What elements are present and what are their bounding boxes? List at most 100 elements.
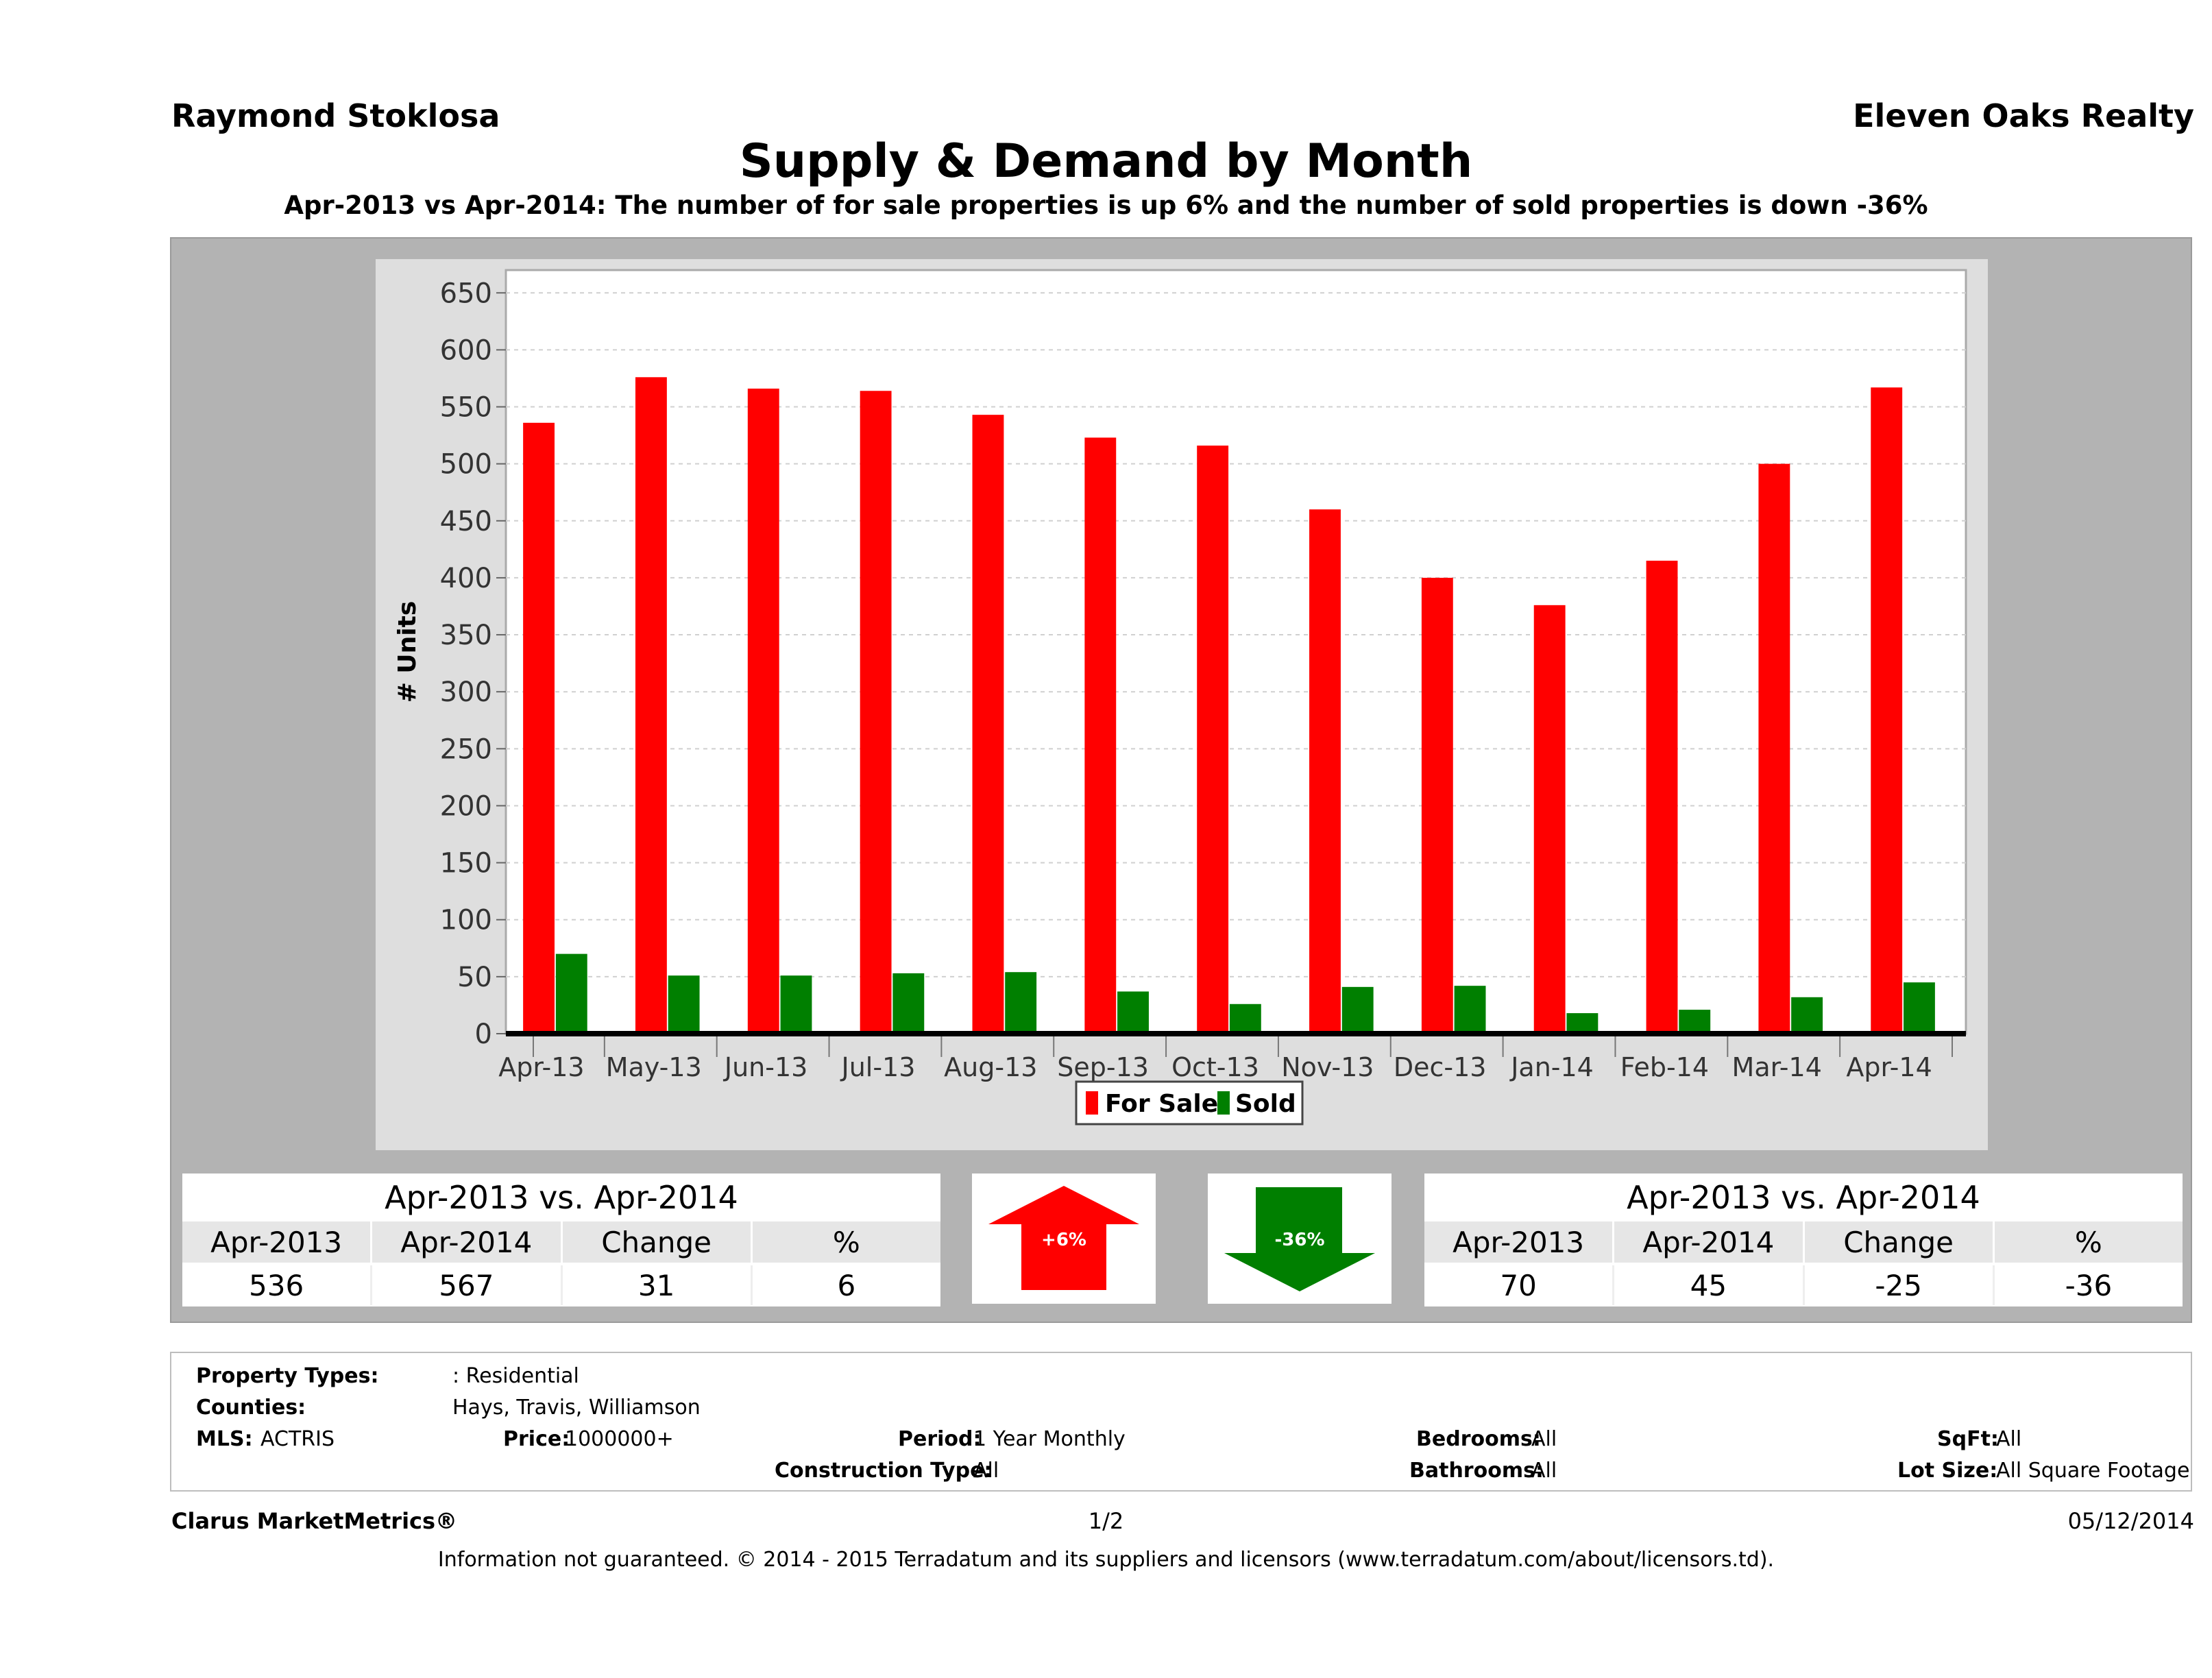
- bar-sold: [1341, 986, 1374, 1034]
- bar-for-sale: [1646, 560, 1678, 1034]
- bathrooms-value: All: [1531, 1459, 1557, 1483]
- sold-change-badge: -36%: [1208, 1174, 1391, 1304]
- bar-sold: [668, 975, 700, 1034]
- bar-sold: [1679, 1010, 1711, 1034]
- report-subtitle: Apr-2013 vs Apr-2014: The number of for …: [284, 191, 1928, 220]
- agent-name: Raymond Stoklosa: [171, 97, 500, 134]
- for-sale-summary-heading: Apr-2013 vs. Apr-2014: [385, 1179, 738, 1216]
- bar-for-sale: [1421, 577, 1453, 1034]
- y-tick-label: 400: [440, 563, 492, 594]
- y-tick-label: 650: [440, 278, 492, 309]
- column-header: Change: [563, 1221, 753, 1263]
- y-tick-label: 250: [440, 733, 492, 765]
- report-date: 05/12/2014: [2067, 1508, 2194, 1534]
- sqft-value: All: [1996, 1427, 2022, 1451]
- counties-value: Hays, Travis, Williamson: [452, 1396, 701, 1420]
- x-tick-label: Jan-14: [1509, 1052, 1594, 1082]
- legend: [1075, 1080, 1304, 1126]
- page-number: 1/2: [1088, 1508, 1124, 1534]
- x-tick-label: Apr-14: [1846, 1052, 1932, 1082]
- price-value: 1000000+: [565, 1427, 674, 1451]
- filters-panel: Property Types: : Residential Counties: …: [170, 1352, 2192, 1492]
- legend-label-for-sale: For Sale: [1105, 1090, 1218, 1118]
- x-tick-label: Dec-13: [1394, 1052, 1487, 1082]
- bar-sold: [1454, 986, 1486, 1034]
- for-sale-summary-columns: Apr-2013 Apr-2014 Change %: [182, 1221, 940, 1263]
- lot-size-label: Lot Size:: [1897, 1459, 1998, 1483]
- sold-summary-heading: Apr-2013 vs. Apr-2014: [1627, 1179, 1980, 1216]
- column-header: Apr-2013: [182, 1221, 373, 1263]
- bar-for-sale: [1758, 463, 1790, 1034]
- x-tick-label: Mar-14: [1732, 1052, 1822, 1082]
- for-sale-summary-table: Apr-2013 vs. Apr-2014 Apr-2013 Apr-2014 …: [182, 1174, 940, 1306]
- y-tick-label: 150: [440, 848, 492, 879]
- plot-area: [505, 269, 1967, 1035]
- bar-sold: [555, 953, 587, 1034]
- lot-size-value: All Square Footage: [1996, 1459, 2190, 1483]
- construction-type-label: Construction Type:: [775, 1459, 993, 1483]
- period-value: 1 Year Monthly: [973, 1427, 1126, 1451]
- bar-sold: [780, 975, 812, 1034]
- bar-for-sale: [635, 377, 667, 1034]
- property-types-label: Property Types:: [196, 1364, 379, 1388]
- legend-swatch-sold: [1217, 1091, 1230, 1115]
- table-cell: 567: [372, 1265, 563, 1305]
- construction-type-value: All: [973, 1459, 999, 1483]
- column-header: %: [832, 1226, 860, 1259]
- sqft-label: SqFt:: [1937, 1427, 1999, 1451]
- table-cell: -36: [2065, 1269, 2113, 1302]
- y-tick-label: 500: [440, 449, 492, 481]
- for-sale-summary-values: 536 567 31 6: [182, 1265, 940, 1305]
- column-header: Change: [1805, 1221, 1995, 1263]
- bar-for-sale: [1084, 437, 1117, 1034]
- bar-for-sale: [1197, 446, 1229, 1034]
- y-tick-label: 50: [457, 962, 492, 993]
- x-tick-label: Feb-14: [1620, 1052, 1709, 1082]
- y-tick-label: 200: [440, 790, 492, 822]
- bar-sold: [1566, 1013, 1599, 1034]
- bedrooms-value: All: [1531, 1427, 1557, 1451]
- table-cell: 70: [1424, 1265, 1615, 1305]
- bar-for-sale: [1533, 605, 1566, 1034]
- table-cell: 31: [563, 1265, 753, 1305]
- sold-summary-columns: Apr-2013 Apr-2014 Change %: [1424, 1221, 2183, 1263]
- y-tick-label: 0: [475, 1019, 492, 1050]
- x-tick-label: Jul-13: [840, 1052, 916, 1082]
- x-tick-label: Oct-13: [1171, 1052, 1259, 1082]
- y-axis-title: # Units: [393, 601, 422, 703]
- bathrooms-label: Bathrooms:: [1409, 1459, 1544, 1483]
- y-tick-label: 300: [440, 677, 492, 708]
- for-sale-change-badge: +6%: [972, 1174, 1156, 1304]
- counties-label: Counties:: [196, 1396, 306, 1420]
- bar-sold: [1903, 982, 1935, 1034]
- table-cell: 536: [182, 1265, 373, 1305]
- mls-value: ACTRIS: [260, 1427, 335, 1451]
- column-header: Apr-2014: [1614, 1221, 1805, 1263]
- x-tick-label: Aug-13: [944, 1052, 1037, 1082]
- brand-name: Clarus MarketMetrics®: [171, 1508, 458, 1534]
- bar-sold: [892, 973, 925, 1034]
- for-sale-badge-label: +6%: [1041, 1230, 1086, 1250]
- y-tick-label: 550: [440, 392, 492, 424]
- bar-for-sale: [860, 391, 892, 1034]
- x-tick-label: Sep-13: [1057, 1052, 1149, 1082]
- x-tick-label: Jun-13: [723, 1052, 807, 1082]
- bar-sold: [1005, 972, 1037, 1034]
- table-cell: 6: [837, 1269, 856, 1302]
- column-header: Apr-2013: [1424, 1221, 1615, 1263]
- disclaimer: Information not guaranteed. © 2014 - 201…: [437, 1548, 1775, 1572]
- supply-demand-chart: 0 50 100 150 200 250 300 350 400 450 500 550 600 650 #…: [393, 269, 1967, 1126]
- price-label: Price:: [503, 1427, 570, 1451]
- bar-sold: [1229, 1004, 1261, 1034]
- bar-sold: [1791, 997, 1823, 1034]
- bar-for-sale: [1871, 387, 1903, 1034]
- period-label: Period:: [898, 1427, 982, 1451]
- y-tick-label: 450: [440, 506, 492, 537]
- bar-for-sale: [1309, 509, 1341, 1034]
- column-header: %: [2074, 1226, 2102, 1259]
- x-tick-label: Nov-13: [1281, 1052, 1374, 1082]
- table-cell: -25: [1805, 1265, 1995, 1305]
- bar-for-sale: [972, 415, 1004, 1034]
- bar-for-sale: [747, 388, 779, 1034]
- report-title: Supply & Demand by Month: [739, 134, 1473, 189]
